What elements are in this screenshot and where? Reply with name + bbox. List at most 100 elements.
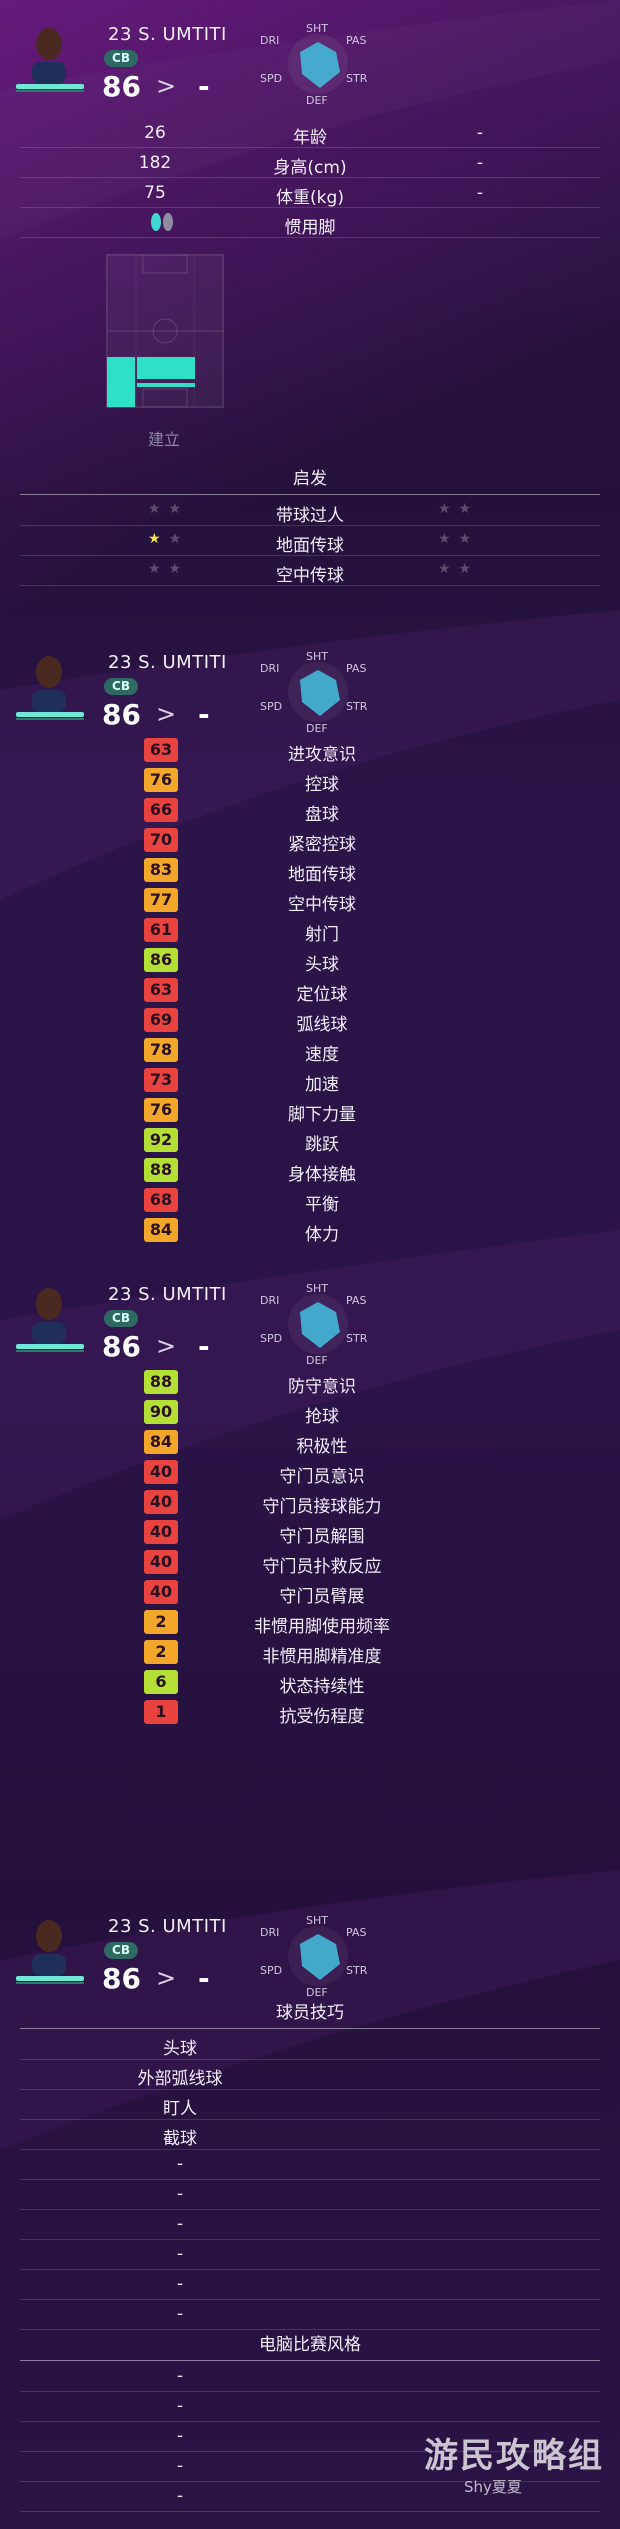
- stat-value-badge: 76: [144, 1098, 178, 1122]
- stat-row: 61 射门: [140, 916, 480, 945]
- weight-value2: -: [476, 183, 484, 203]
- skill-row-lowpass: ★★ 地面传球 ★★: [20, 526, 600, 556]
- stat-value-badge: 2: [144, 1640, 178, 1664]
- stat-row: 40 守门员解围: [140, 1518, 480, 1547]
- list-item: -: [20, 2210, 600, 2240]
- svg-text:PAS: PAS: [346, 1294, 366, 1307]
- stat-value-badge: 78: [144, 1038, 178, 1062]
- list-item: -: [20, 2362, 600, 2392]
- weight-value: 75: [144, 183, 166, 203]
- player-header-3: 23 S. UMTITI CB 86 > - SHT PAS DRI STR S…: [0, 1282, 620, 1372]
- list-item-text: -: [176, 2274, 184, 2294]
- right-stars: ★★: [438, 561, 480, 577]
- stat-value-badge: 66: [144, 798, 178, 822]
- list-item-text: 头球: [163, 2039, 197, 2059]
- radar-def: DEF: [306, 94, 328, 107]
- radar-spd: SPD: [260, 72, 282, 85]
- foot-label: 惯用脚: [284, 218, 336, 238]
- stat-name: 射门: [305, 925, 339, 945]
- stat-name: 非惯用脚精准度: [262, 1647, 382, 1667]
- stat-name: 体力: [305, 1225, 339, 1245]
- player-header-1: 23 S. UMTITI CB 86 > - SHT PAS DRI STR S…: [0, 22, 620, 112]
- svg-text:STR: STR: [346, 700, 368, 713]
- list-item-text: -: [176, 2244, 184, 2264]
- skill-name: 空中传球: [276, 566, 344, 586]
- stat-value-badge: 88: [144, 1158, 178, 1182]
- stat-name: 控球: [305, 775, 339, 795]
- list-item: -: [20, 2180, 600, 2210]
- skill-name: 带球过人: [276, 506, 344, 526]
- list-item: -: [20, 2452, 600, 2482]
- list-item-text: 盯人: [163, 2099, 197, 2119]
- position-badge: CB: [104, 678, 138, 695]
- stat-value-badge: 73: [144, 1068, 178, 1092]
- stat-value-badge: 40: [144, 1550, 178, 1574]
- list-item: -: [20, 2482, 600, 2512]
- stat-value-badge: 40: [144, 1580, 178, 1604]
- left-stars: ★★: [148, 561, 190, 577]
- radar-sht: SHT: [306, 22, 328, 35]
- foot-icon: [151, 213, 173, 231]
- player-avatar-icon: [32, 1920, 66, 1976]
- stat-value-badge: 40: [144, 1490, 178, 1514]
- svg-text:SHT: SHT: [306, 1282, 328, 1295]
- age-value2: -: [476, 123, 484, 143]
- potential-rating: -: [198, 1962, 210, 1995]
- overall-rating: 86: [102, 1962, 141, 1995]
- info-row-weight: 75 体重(kg) -: [20, 178, 600, 208]
- player-name: 23 S. UMTITI: [108, 652, 227, 673]
- list-item-text: -: [176, 2184, 184, 2204]
- stat-name: 状态持续性: [279, 1677, 365, 1697]
- condition-bar-shadow: [16, 718, 84, 720]
- player-skills-title: 球员技巧: [20, 1998, 600, 2029]
- player-avatar-icon: [32, 656, 66, 712]
- radar-dri: DRI: [260, 34, 279, 47]
- stat-name: 紧密控球: [288, 835, 356, 855]
- height-label: 身高(cm): [273, 158, 347, 178]
- list-item-text: 截球: [163, 2129, 197, 2149]
- player-header-2: 23 S. UMTITI CB 86 > - SHT PAS DRI STR S…: [0, 650, 620, 740]
- watermark-title: 游民攻略组: [424, 2436, 604, 2476]
- list-item-text: -: [176, 2486, 184, 2506]
- stat-name: 盘球: [305, 805, 339, 825]
- stat-value-badge: 92: [144, 1128, 178, 1152]
- condition-bar-shadow: [16, 1350, 84, 1352]
- stat-value-badge: 61: [144, 918, 178, 942]
- stat-name: 弧线球: [296, 1015, 348, 1035]
- stat-value-badge: 84: [144, 1218, 178, 1242]
- stat-value-badge: 6: [144, 1670, 178, 1694]
- list-item: -: [20, 2422, 600, 2452]
- info-row-height: 182 身高(cm) -: [20, 148, 600, 178]
- radar-str: STR: [346, 72, 368, 85]
- position-badge: CB: [104, 1310, 138, 1327]
- player-avatar-icon: [32, 1288, 66, 1344]
- svg-text:DRI: DRI: [260, 1926, 279, 1939]
- overall-rating: 86: [102, 1330, 141, 1363]
- condition-bar: [16, 1976, 84, 1981]
- info-row-age: 26 年龄 -: [20, 118, 600, 148]
- stat-row: 63 定位球: [140, 976, 480, 1005]
- overall-rating: 86: [102, 698, 141, 731]
- svg-text:STR: STR: [346, 1332, 368, 1345]
- stat-name: 守门员意识: [279, 1467, 365, 1487]
- list-item-text: -: [176, 2304, 184, 2324]
- stat-value-badge: 76: [144, 768, 178, 792]
- watermark: 游民攻略组 Shy夏夏: [424, 2428, 614, 2508]
- stat-name: 身体接触: [288, 1165, 356, 1185]
- stat-row: 92 跳跃: [140, 1126, 480, 1155]
- age-value: 26: [144, 123, 166, 143]
- list-item: 头球: [20, 2030, 600, 2060]
- stat-row: 88 身体接触: [140, 1156, 480, 1185]
- svg-text:PAS: PAS: [346, 1926, 366, 1939]
- radar-chart: SHT PAS DRI STR SPD DEF: [260, 1914, 368, 1999]
- stat-name: 积极性: [296, 1437, 348, 1457]
- skill-row-dribble: ★★ 带球过人 ★★: [20, 496, 600, 526]
- stat-row: 88 防守意识: [140, 1368, 480, 1397]
- list-item: -: [20, 2270, 600, 2300]
- stat-row: 83 地面传球: [140, 856, 480, 885]
- list-item: 外部弧线球: [20, 2060, 600, 2090]
- potential-rating: -: [198, 70, 210, 103]
- position-pitch: [106, 254, 224, 408]
- stat-row: 2 非惯用脚精准度: [140, 1638, 480, 1667]
- condition-bar: [16, 84, 84, 89]
